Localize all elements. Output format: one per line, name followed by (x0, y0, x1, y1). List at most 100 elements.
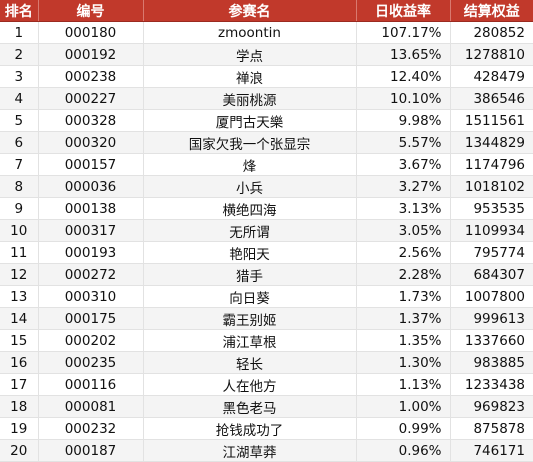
settlement-equity-cell: 1109934 (450, 219, 533, 242)
table-row: 4 000227 美丽桃源 10.10% 386546 (0, 87, 533, 110)
daily-return-cell: 3.05% (356, 219, 451, 242)
table-row: 13 000310 向日葵 1.73% 1007800 (0, 285, 533, 308)
settlement-equity-cell: 953535 (450, 197, 533, 220)
table-row: 2 000192 学点 13.65% 1278810 (0, 43, 533, 66)
rank-cell: 16 (0, 351, 39, 374)
header-rank: 排名 (0, 0, 39, 22)
participant-name-cell: 轻长 (143, 351, 357, 374)
participant-name-cell: 黑色老马 (143, 395, 357, 418)
daily-return-cell: 0.96% (356, 439, 451, 462)
settlement-equity-cell: 386546 (450, 87, 533, 110)
rank-cell: 9 (0, 197, 39, 220)
table-body: 1 000180 zmoontin 107.17% 280852 2 000192 学点 13.… (0, 21, 533, 462)
participant-name-cell: 抢钱成功了 (143, 417, 357, 440)
id-cell: 000202 (38, 329, 144, 352)
daily-return-cell: 1.35% (356, 329, 451, 352)
settlement-equity-cell: 795774 (450, 241, 533, 264)
id-cell: 000272 (38, 263, 144, 286)
table-row: 15 000202 浦江草根 1.35% 1337660 (0, 329, 533, 352)
participant-name-cell: 小兵 (143, 175, 357, 198)
settlement-equity-cell: 280852 (450, 21, 533, 44)
participant-name-cell: 人在他方 (143, 373, 357, 396)
participant-name-cell: 江湖草莽 (143, 439, 357, 462)
settlement-equity-cell: 983885 (450, 351, 533, 374)
table-row: 10 000317 无所谓 3.05% 1109934 (0, 219, 533, 242)
rank-cell: 19 (0, 417, 39, 440)
settlement-equity-cell: 875878 (450, 417, 533, 440)
rank-cell: 14 (0, 307, 39, 330)
rank-cell: 6 (0, 131, 39, 154)
daily-return-cell: 2.28% (356, 263, 451, 286)
settlement-equity-cell: 1018102 (450, 175, 533, 198)
participant-name-cell: 横绝四海 (143, 197, 357, 220)
header-id: 编号 (38, 0, 144, 22)
header-daily-return: 日收益率 (356, 0, 451, 22)
table-row: 3 000238 禅浪 12.40% 428479 (0, 65, 533, 88)
table-row: 20 000187 江湖草莽 0.96% 746171 (0, 439, 533, 462)
participant-name-cell: 学点 (143, 43, 357, 66)
settlement-equity-cell: 1007800 (450, 285, 533, 308)
settlement-equity-cell: 428479 (450, 65, 533, 88)
settlement-equity-cell: 1278810 (450, 43, 533, 66)
rank-cell: 15 (0, 329, 39, 352)
rank-cell: 3 (0, 65, 39, 88)
participant-name-cell: 浦江草根 (143, 329, 357, 352)
table-row: 17 000116 人在他方 1.13% 1233438 (0, 373, 533, 396)
rank-cell: 8 (0, 175, 39, 198)
id-cell: 000187 (38, 439, 144, 462)
id-cell: 000317 (38, 219, 144, 242)
settlement-equity-cell: 969823 (450, 395, 533, 418)
participant-name-cell: 烽 (143, 153, 357, 176)
daily-return-cell: 9.98% (356, 109, 451, 132)
id-cell: 000232 (38, 417, 144, 440)
table-row: 18 000081 黑色老马 1.00% 969823 (0, 395, 533, 418)
daily-return-cell: 107.17% (356, 21, 451, 44)
rank-cell: 18 (0, 395, 39, 418)
daily-return-cell: 2.56% (356, 241, 451, 264)
participant-name-cell: 禅浪 (143, 65, 357, 88)
table-row: 7 000157 烽 3.67% 1174796 (0, 153, 533, 176)
header-participant-name: 参赛名 (143, 0, 357, 22)
table-row: 19 000232 抢钱成功了 0.99% 875878 (0, 417, 533, 440)
rank-cell: 1 (0, 21, 39, 44)
table-row: 9 000138 横绝四海 3.13% 953535 (0, 197, 533, 220)
settlement-equity-cell: 1233438 (450, 373, 533, 396)
daily-return-cell: 3.27% (356, 175, 451, 198)
table-header-row: 排名 编号 参赛名 日收益率 结算权益 (0, 0, 533, 22)
id-cell: 000116 (38, 373, 144, 396)
daily-return-cell: 1.30% (356, 351, 451, 374)
rank-cell: 12 (0, 263, 39, 286)
id-cell: 000175 (38, 307, 144, 330)
participant-name-cell: 美丽桃源 (143, 87, 357, 110)
settlement-equity-cell: 1511561 (450, 109, 533, 132)
settlement-equity-cell: 746171 (450, 439, 533, 462)
id-cell: 000138 (38, 197, 144, 220)
id-cell: 000310 (38, 285, 144, 308)
settlement-equity-cell: 1344829 (450, 131, 533, 154)
settlement-equity-cell: 1174796 (450, 153, 533, 176)
daily-return-cell: 1.37% (356, 307, 451, 330)
rank-cell: 5 (0, 109, 39, 132)
table-row: 1 000180 zmoontin 107.17% 280852 (0, 21, 533, 44)
table-row: 16 000235 轻长 1.30% 983885 (0, 351, 533, 374)
participant-name-cell: zmoontin (143, 21, 357, 44)
id-cell: 000192 (38, 43, 144, 66)
daily-return-cell: 3.67% (356, 153, 451, 176)
table-row: 6 000320 国家欠我一个张显宗 5.57% 1344829 (0, 131, 533, 154)
rank-cell: 2 (0, 43, 39, 66)
id-cell: 000081 (38, 395, 144, 418)
daily-return-cell: 1.13% (356, 373, 451, 396)
rank-cell: 7 (0, 153, 39, 176)
participant-name-cell: 国家欠我一个张显宗 (143, 131, 357, 154)
rank-cell: 10 (0, 219, 39, 242)
header-settlement-equity: 结算权益 (450, 0, 533, 22)
daily-return-cell: 5.57% (356, 131, 451, 154)
participant-name-cell: 猎手 (143, 263, 357, 286)
rank-cell: 11 (0, 241, 39, 264)
participant-name-cell: 霸王别姬 (143, 307, 357, 330)
id-cell: 000328 (38, 109, 144, 132)
daily-return-cell: 3.13% (356, 197, 451, 220)
daily-return-cell: 13.65% (356, 43, 451, 66)
participant-name-cell: 向日葵 (143, 285, 357, 308)
